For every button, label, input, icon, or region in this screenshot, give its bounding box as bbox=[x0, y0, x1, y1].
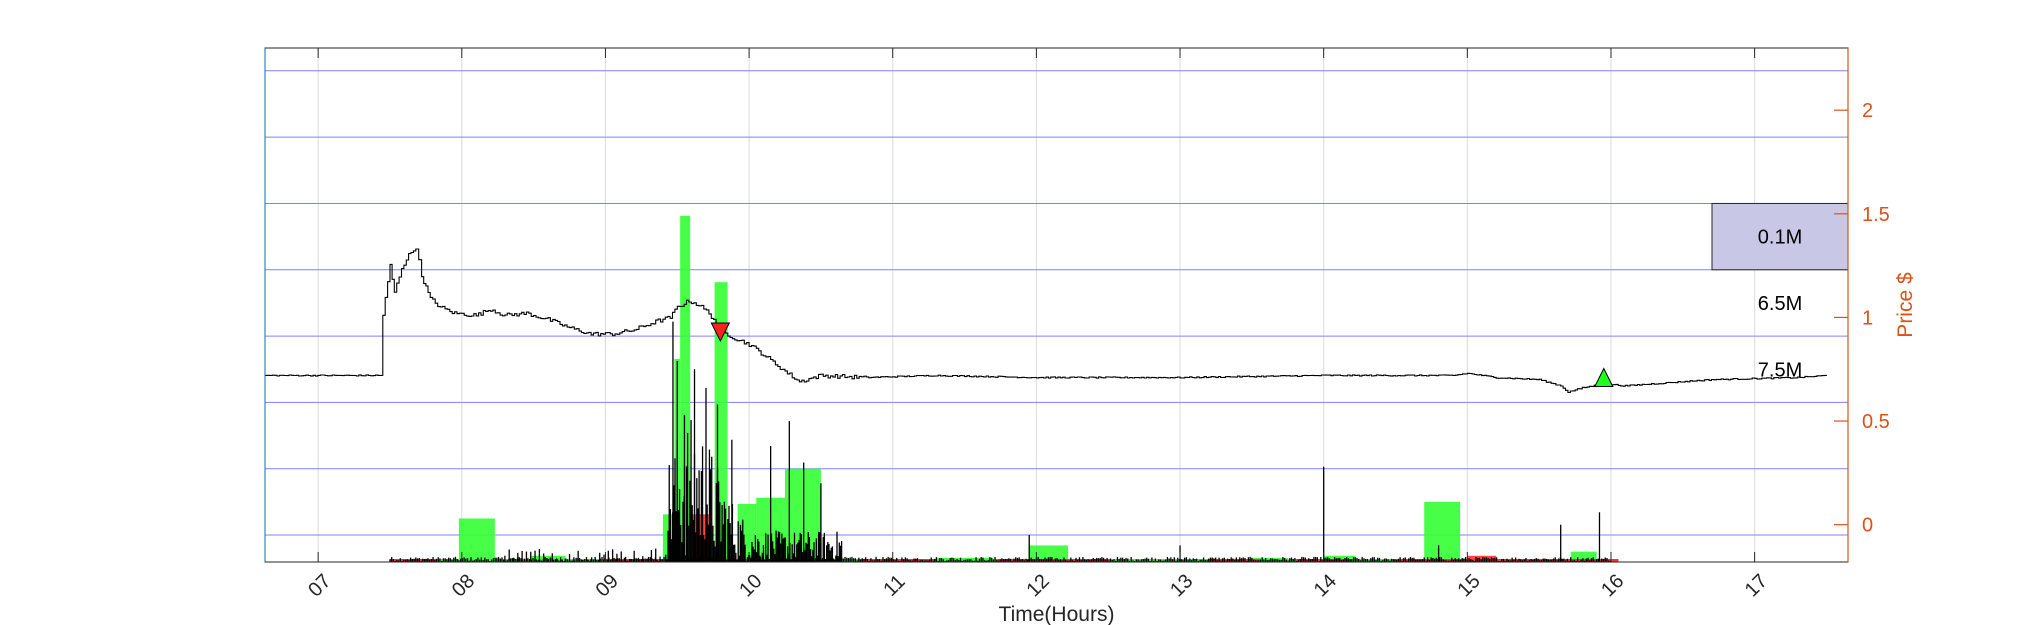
buy-volume-bar bbox=[1029, 545, 1068, 562]
y-tick-label: 0.5 bbox=[1862, 411, 1890, 433]
y-axis-title: Price $ bbox=[1894, 272, 1917, 338]
volume-profile: 0.1M 6.5M 7.5M bbox=[1711, 202, 1849, 381]
buy-volume-bar bbox=[1570, 551, 1597, 562]
price-level-lines bbox=[265, 70, 1848, 536]
y-tick-label: 2 bbox=[1862, 100, 1873, 122]
volume-profile-label: 7.5M bbox=[1758, 359, 1802, 381]
price-line bbox=[265, 248, 1828, 394]
grid-layer bbox=[317, 48, 1756, 562]
y-tick-label: 1 bbox=[1862, 307, 1873, 329]
buy-volume-bar bbox=[785, 468, 821, 562]
baseline-volume-segment bbox=[1144, 559, 1208, 562]
volume-profile-label: 0.1M bbox=[1758, 227, 1802, 249]
sell-volume-bar bbox=[1467, 555, 1497, 562]
buy-volume-bar bbox=[1424, 501, 1461, 562]
volume-profile-box bbox=[1711, 202, 1849, 271]
trade-markers bbox=[710, 322, 1614, 388]
buy-volume-bar bbox=[458, 518, 495, 562]
buy-volume-bar bbox=[680, 215, 691, 562]
y-tick-label: 0 bbox=[1862, 515, 1873, 537]
volume-spikes bbox=[389, 321, 1612, 562]
sell-marker bbox=[710, 322, 731, 343]
y-axis-right: 0 0.5 1 1.5 2 bbox=[1834, 100, 1890, 537]
price-line-layer bbox=[265, 248, 1828, 394]
x-axis-title: Time(Hours) bbox=[999, 603, 1115, 625]
buy-marker bbox=[1593, 367, 1614, 388]
volume-profile-label: 6.5M bbox=[1758, 293, 1802, 315]
y-tick-label: 1.5 bbox=[1862, 204, 1890, 226]
